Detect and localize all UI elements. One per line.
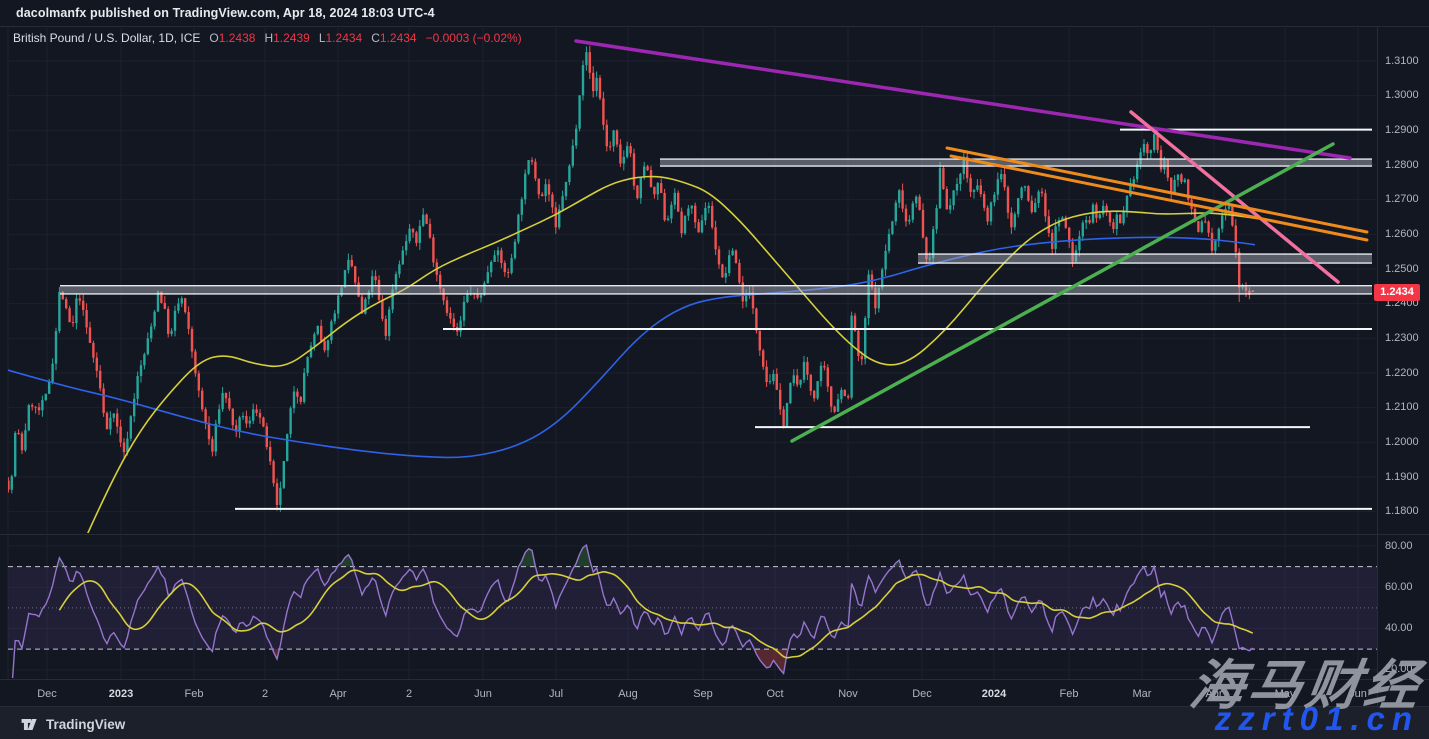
price-axis-label: 1.2700 bbox=[1385, 193, 1419, 206]
time-axis-month-label: Oct bbox=[766, 688, 784, 700]
price-axis-label: 1.3000 bbox=[1385, 89, 1419, 102]
time-axis-year-label: 2024 bbox=[981, 688, 1007, 700]
time-axis-month-label: Dec bbox=[912, 688, 932, 700]
time-axis-month-label: Feb bbox=[1059, 688, 1079, 700]
rsi-ma-line bbox=[58, 569, 1254, 659]
ma-yellow-line bbox=[87, 175, 1259, 533]
price-axis-label: 1.2500 bbox=[1385, 262, 1419, 275]
rsi-axis-label: 60.00 bbox=[1385, 580, 1413, 593]
symbol-legend[interactable]: British Pound / U.S. Dollar, 1D, ICE O1.… bbox=[13, 31, 522, 45]
price-axis-label: 1.1900 bbox=[1385, 470, 1419, 483]
channel-lower-orange bbox=[949, 154, 1369, 242]
rsi-pane bbox=[8, 543, 1377, 678]
change-value: −0.0003 (−0.02%) bbox=[425, 31, 522, 45]
time-axis-month-label: Sep bbox=[693, 688, 713, 700]
publish-info-text: dacolmanfx published on TradingView.com,… bbox=[16, 6, 435, 20]
time-axis-month-label: Feb bbox=[184, 688, 204, 700]
ma-blue-line bbox=[8, 236, 1256, 459]
time-axis-month-label: Jun bbox=[474, 688, 492, 700]
ohlc-open: O1.2438 bbox=[209, 31, 256, 45]
watermark-url-text: zzrt01.cn bbox=[1214, 700, 1419, 737]
price-axis-label: 1.2800 bbox=[1385, 158, 1419, 171]
time-axis-month-label: 2 bbox=[405, 688, 413, 700]
price-axis-label: 1.2600 bbox=[1385, 227, 1419, 240]
price-axis-label: 1.1800 bbox=[1385, 505, 1419, 518]
time-axis-month-label: 2 bbox=[261, 688, 269, 700]
ascending-trendline-green bbox=[790, 142, 1335, 443]
time-axis-month-label: Jul bbox=[548, 688, 564, 700]
time-axis-separator bbox=[0, 679, 1429, 680]
price-axis-label: 1.2900 bbox=[1385, 123, 1419, 136]
footer-bar: TradingView bbox=[0, 706, 1429, 739]
time-axis-month-label: Dec bbox=[37, 688, 57, 700]
tradingview-brand-text: TradingView bbox=[46, 717, 126, 732]
price-axis-label: 1.2000 bbox=[1385, 435, 1419, 448]
ohlc-low: L1.2434 bbox=[318, 31, 363, 45]
price-axis-label: 1.3100 bbox=[1385, 54, 1419, 67]
ohlc-high: H1.2439 bbox=[264, 31, 310, 45]
pane-separator[interactable] bbox=[0, 534, 1429, 535]
horizontal-levels[interactable] bbox=[235, 128, 1372, 510]
zone-1.2530 bbox=[918, 254, 1372, 264]
publish-bar: dacolmanfx published on TradingView.com,… bbox=[0, 0, 1429, 27]
price-axis-label: 1.2200 bbox=[1385, 366, 1419, 379]
time-axis-month-label: Mar bbox=[1132, 688, 1152, 700]
time-axis-year-label: 2023 bbox=[108, 688, 134, 700]
channel-upper-orange bbox=[945, 146, 1369, 234]
symbol-title: British Pound / U.S. Dollar, 1D, ICE bbox=[13, 31, 201, 45]
rsi-axis-label: 40.00 bbox=[1385, 622, 1413, 634]
price-axis-label: 1.2300 bbox=[1385, 331, 1419, 344]
ohlc-close: C1.2434 bbox=[371, 31, 417, 45]
candlestick-series bbox=[8, 45, 1254, 512]
time-axis-month-label: Apr bbox=[1205, 688, 1223, 700]
zone-1.2440 bbox=[60, 285, 1372, 294]
tradingview-logo-icon bbox=[21, 718, 37, 731]
time-axis-month-label: Aug bbox=[618, 688, 638, 700]
time-axis-month-label: May bbox=[1274, 688, 1296, 700]
time-axis-month-label: Nov bbox=[838, 688, 858, 700]
time-axis-month-label: Apr bbox=[329, 688, 347, 700]
rsi-line bbox=[11, 543, 1254, 678]
time-axis-month-label: Jun bbox=[1349, 688, 1367, 700]
last-price-badge: 1.2434 bbox=[1374, 283, 1420, 301]
descending-trendline-purple bbox=[574, 39, 1352, 160]
trendlines[interactable] bbox=[574, 39, 1369, 443]
price-axis-label: 1.2100 bbox=[1385, 401, 1419, 414]
gridlines bbox=[7, 28, 1377, 679]
axis-border bbox=[1377, 27, 1378, 706]
rsi-axis-label: 20.00 bbox=[1385, 663, 1413, 676]
rsi-axis-label: 80.00 bbox=[1385, 539, 1413, 552]
tradingview-link[interactable]: TradingView bbox=[20, 715, 125, 734]
